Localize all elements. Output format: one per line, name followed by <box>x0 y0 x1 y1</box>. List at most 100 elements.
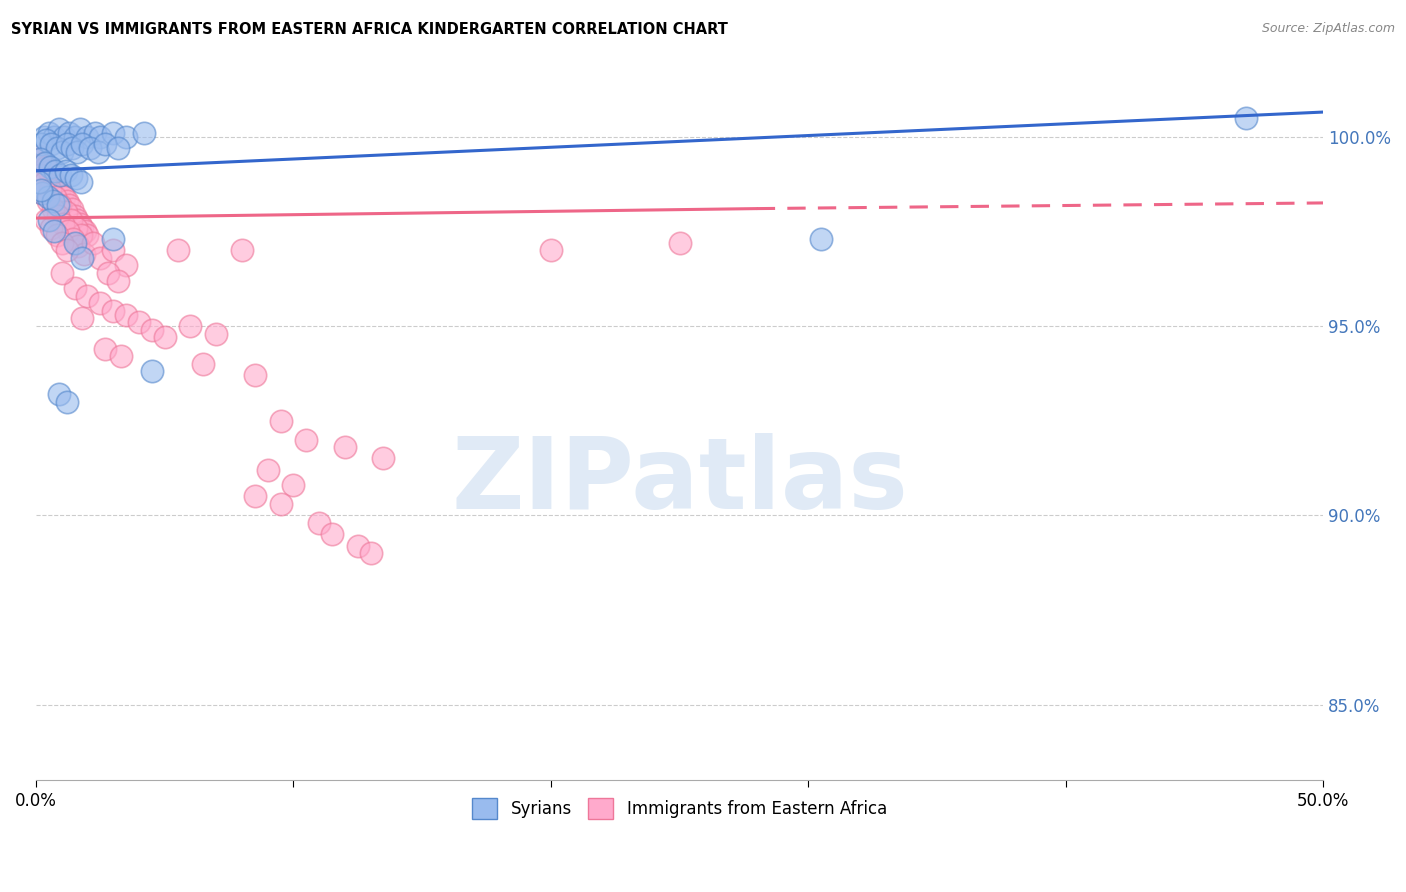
Point <box>67 239 90 253</box>
Point <box>46 198 69 212</box>
Point <box>69 122 91 136</box>
Point <box>45 178 67 193</box>
Point <box>41 137 63 152</box>
Point <box>63 209 86 223</box>
Point <box>373 451 395 466</box>
Point <box>141 364 163 378</box>
Point <box>82 235 104 250</box>
Point <box>76 288 98 302</box>
Point <box>49 168 72 182</box>
Point <box>115 259 138 273</box>
Point <box>32 129 55 144</box>
Point <box>72 137 94 152</box>
Point <box>295 433 318 447</box>
Point <box>41 171 63 186</box>
Point <box>270 414 292 428</box>
Point <box>308 516 330 530</box>
Point <box>56 224 79 238</box>
Point <box>30 137 52 152</box>
Point <box>132 126 155 140</box>
Point <box>27 148 49 162</box>
Text: ZIPatlas: ZIPatlas <box>451 433 908 530</box>
Point <box>63 129 86 144</box>
Point <box>70 228 93 243</box>
Point <box>44 190 66 204</box>
Point <box>89 296 111 310</box>
Point <box>87 145 110 159</box>
Point <box>1234 111 1257 125</box>
Point <box>39 183 62 197</box>
Point <box>31 186 53 201</box>
Point <box>58 126 80 140</box>
Point <box>48 122 70 136</box>
Point <box>34 156 56 170</box>
Point <box>45 228 67 243</box>
Point <box>30 153 52 167</box>
Point <box>107 274 129 288</box>
Point <box>101 126 124 140</box>
Point <box>283 478 305 492</box>
Point <box>89 251 111 265</box>
Point <box>59 168 82 182</box>
Point <box>37 190 59 204</box>
Point <box>51 266 73 280</box>
Point <box>60 141 83 155</box>
Point <box>38 213 60 227</box>
Point <box>668 235 690 250</box>
Point <box>193 357 215 371</box>
Point <box>76 228 98 243</box>
Point <box>56 194 79 208</box>
Point <box>333 440 356 454</box>
Point <box>69 217 91 231</box>
Point <box>115 308 138 322</box>
Point <box>38 126 60 140</box>
Point <box>39 160 62 174</box>
Point <box>65 220 87 235</box>
Point <box>205 326 228 341</box>
Point <box>35 160 58 174</box>
Point <box>94 137 117 152</box>
Point <box>66 145 89 159</box>
Point <box>28 168 51 182</box>
Point <box>44 163 66 178</box>
Point <box>58 198 80 212</box>
Point <box>72 247 94 261</box>
Point <box>42 224 65 238</box>
Point <box>72 220 94 235</box>
Point <box>63 235 86 250</box>
Point <box>49 198 72 212</box>
Point <box>97 266 120 280</box>
Point <box>540 244 562 258</box>
Point <box>256 463 278 477</box>
Point <box>55 163 77 178</box>
Point <box>101 232 124 246</box>
Point <box>107 141 129 155</box>
Point <box>321 527 343 541</box>
Point <box>243 368 266 383</box>
Point <box>101 303 124 318</box>
Text: SYRIAN VS IMMIGRANTS FROM EASTERN AFRICA KINDERGARTEN CORRELATION CHART: SYRIAN VS IMMIGRANTS FROM EASTERN AFRICA… <box>11 22 728 37</box>
Point <box>56 394 79 409</box>
Text: Source: ZipAtlas.com: Source: ZipAtlas.com <box>1261 22 1395 36</box>
Point <box>53 190 76 204</box>
Point <box>153 330 176 344</box>
Point <box>41 202 63 216</box>
Point <box>141 323 163 337</box>
Point <box>42 129 65 144</box>
Point <box>115 129 138 144</box>
Point <box>70 175 93 189</box>
Point <box>65 171 87 186</box>
Point <box>72 311 94 326</box>
Point <box>66 213 89 227</box>
Point <box>76 129 98 144</box>
Point <box>166 244 188 258</box>
Point <box>231 244 253 258</box>
Point <box>34 175 56 189</box>
Point <box>84 126 107 140</box>
Point <box>243 489 266 503</box>
Point <box>101 244 124 258</box>
Point <box>59 213 82 227</box>
Point <box>55 205 77 219</box>
Point <box>52 217 75 231</box>
Point <box>41 220 63 235</box>
